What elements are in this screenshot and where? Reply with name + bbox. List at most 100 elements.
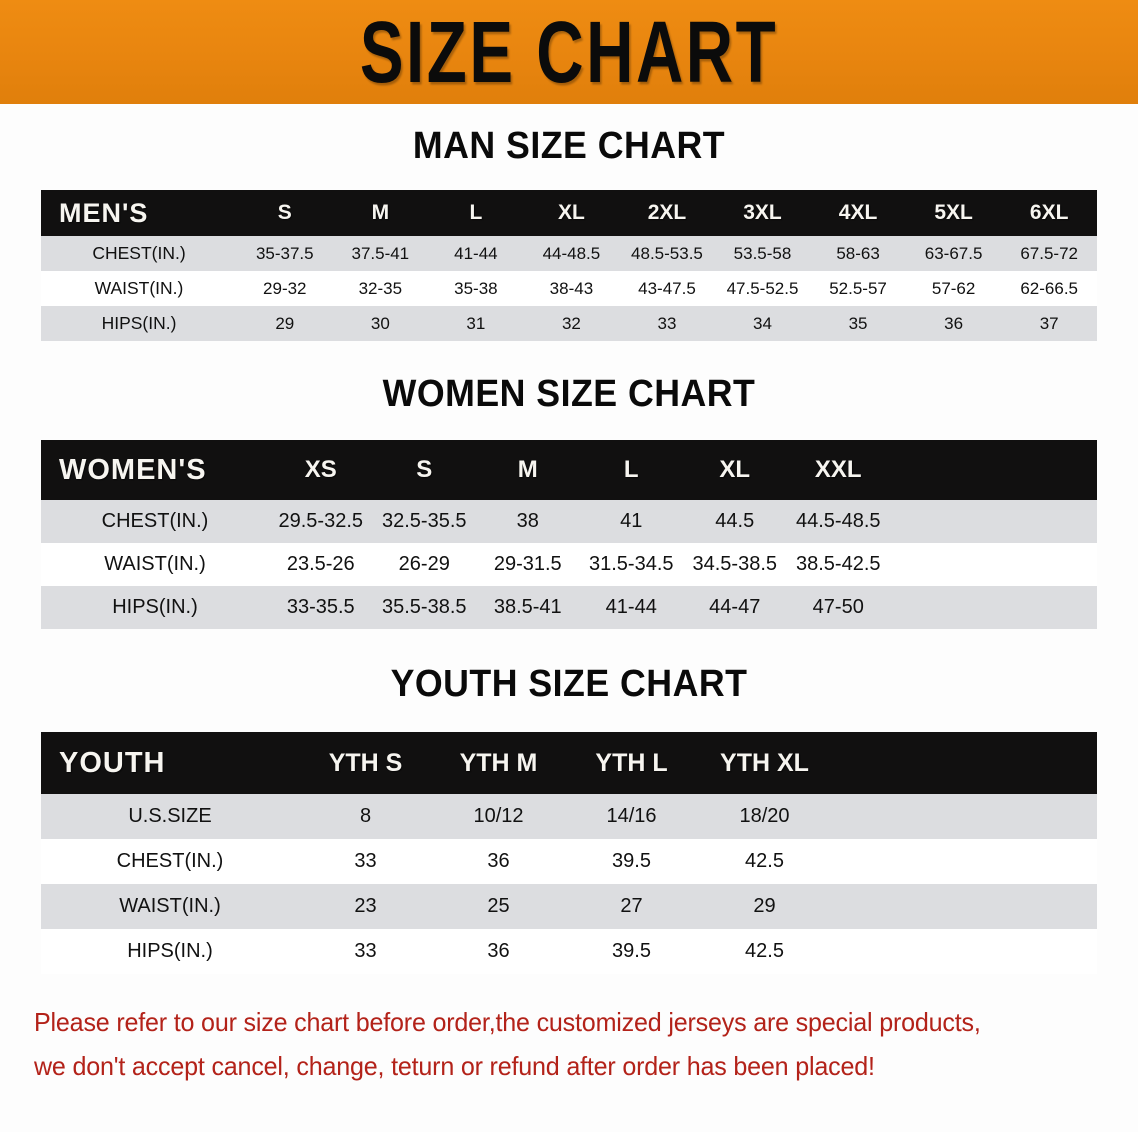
empty-cell [994,500,1098,543]
measurement-cell: 32-35 [358,278,403,298]
row-label: WAIST(IN.) [104,553,206,575]
measurement-cell: 57-62 [931,278,976,298]
table-row: HIPS(IN.) 33 36 39.5 42.5 [41,929,1097,974]
measurement-cell: 29.5-32.5 [278,510,363,532]
measurement-cell: 31.5-34.5 [588,553,674,575]
row-label: CHEST(IN.) [116,850,224,872]
women-table-wrapper: WOMEN'S XS S M L XL XXL CHEST(IN.) 29.5-32.5 32.… [41,440,1097,629]
column-header-xxl: XXL [814,456,862,483]
column-header-6xl: 6XL [1029,201,1069,224]
table-row: WAIST(IN.) 29-32 32-35 35-38 38-43 43-47.5 47.… [41,271,1097,306]
empty-cell [964,839,1097,884]
row-label: U.S.SIZE [128,805,212,827]
women-section-title: WOMEN SIZE CHART [382,373,756,415]
measurement-cell: 29-32 [263,278,307,298]
measurement-cell: 35.5-38.5 [381,596,467,618]
page-banner: SIZE CHART [0,0,1138,104]
measurement-cell: 67.5-72 [1020,243,1079,263]
table-row: U.S.SIZE 8 10/12 14/16 18/20 [41,794,1097,839]
empty-cell [964,884,1097,929]
table-corner-label: YOUTH [59,746,166,779]
table-row: HIPS(IN.) 29 30 31 32 33 34 35 36 37 [41,306,1097,341]
column-header-yth-s: YTH S [328,748,403,777]
column-header-l: L [623,456,639,483]
measurement-cell: 35 [848,313,868,333]
table-corner-label: WOMEN'S [59,453,207,486]
column-header-yth-l: YTH L [595,748,668,777]
measurement-cell: 18/20 [739,805,790,827]
column-header-xl: XL [557,201,585,224]
row-label: HIPS(IN.) [127,940,213,962]
row-label: HIPS(IN.) [112,596,198,618]
measurement-cell: 47.5-52.5 [726,278,799,298]
measurement-cell: 38.5-41 [493,596,562,618]
measurement-cell: 41-44 [454,243,498,263]
women-size-table: WOMEN'S XS S M L XL XXL CHEST(IN.) 29.5-32.5 32.… [41,440,1097,629]
order-policy-note: Please refer to our size chart before or… [34,1000,1067,1088]
measurement-cell: 63-67.5 [924,243,983,263]
measurement-cell: 62-66.5 [1020,278,1079,298]
measurement-cell: 26-29 [398,553,450,575]
row-label: WAIST(IN.) [94,278,184,298]
column-header-xs: XS [304,456,337,483]
column-header-s: S [277,201,292,224]
measurement-cell: 32.5-35.5 [381,510,467,532]
row-label: WAIST(IN.) [119,895,221,917]
measurement-cell: 33 [657,313,677,333]
youth-table-head: YOUTH YTH S YTH M YTH L YTH XL [41,732,1097,794]
youth-table-wrapper: YOUTH YTH S YTH M YTH L YTH XL U.S.SIZE 8 10/1… [41,732,1097,974]
column-header-2xl: 2XL [647,201,687,224]
empty-cell [831,794,964,839]
table-row: HIPS(IN.) 33-35.5 35.5-38.5 38.5-41 41-44 44-… [41,586,1097,629]
man-table-head: MEN'S S M L XL 2XL 3XL 4XL 5XL 6XL [41,190,1097,236]
measurement-cell: 39.5 [612,850,651,872]
column-header-yth-m: YTH M [459,748,538,777]
empty-cell [890,586,994,629]
measurement-cell: 33 [354,940,377,962]
column-header-5xl: 5XL [934,201,973,224]
measurement-cell: 52.5-57 [829,278,887,298]
measurement-cell: 34 [753,313,772,333]
women-table-head: WOMEN'S XS S M L XL XXL [41,440,1097,500]
row-label: CHEST(IN.) [92,243,186,263]
column-header-3xl: 3XL [743,201,782,224]
measurement-cell: 43-47.5 [638,278,696,298]
measurement-cell: 42.5 [745,940,784,962]
empty-cell [964,929,1097,974]
women-header-row: WOMEN'S XS S M L XL XXL [41,440,1097,500]
measurement-cell: 36 [487,850,510,872]
measurement-cell: 10/12 [473,805,524,827]
measurement-cell: 29 [753,895,776,917]
table-corner-label: MEN'S [59,197,149,228]
measurement-cell: 37.5-41 [351,243,410,263]
measurement-cell: 8 [359,805,372,827]
measurement-cell: 42.5 [745,850,784,872]
column-header-spacer [831,732,964,794]
measurement-cell: 44.5-48.5 [795,510,881,532]
measurement-cell: 53.5-58 [733,243,792,263]
row-label: HIPS(IN.) [101,313,177,333]
women-table-body: CHEST(IN.) 29.5-32.5 32.5-35.5 38 41 44.5 44.5… [41,500,1097,629]
measurement-cell: 38.5-42.5 [795,553,881,575]
measurement-cell: 14/16 [606,805,657,827]
man-size-table: MEN'S S M L XL 2XL 3XL 4XL 5XL 6XL CHEST(IN.) 35-3… [41,190,1097,341]
empty-cell [890,500,994,543]
table-row: CHEST(IN.) 33 36 39.5 42.5 [41,839,1097,884]
table-row: CHEST(IN.) 29.5-32.5 32.5-35.5 38 41 44.5 44.5… [41,500,1097,543]
measurement-cell: 38-43 [549,278,594,298]
measurement-cell: 25 [487,895,510,917]
measurement-cell: 23.5-26 [286,553,355,575]
column-header-l: L [469,201,483,224]
row-label: CHEST(IN.) [101,510,209,532]
youth-table-body: U.S.SIZE 8 10/12 14/16 18/20 CHEST(IN.) 33 36 39… [41,794,1097,974]
column-header-xl: XL [719,456,751,483]
measurement-cell: 29-31.5 [493,553,562,575]
column-header-m: M [371,201,390,224]
measurement-cell: 44-47 [709,596,761,618]
measurement-cell: 58-63 [836,243,880,263]
column-header-m: M [517,456,538,483]
man-section-title: MAN SIZE CHART [412,125,726,167]
man-table-wrapper: MEN'S S M L XL 2XL 3XL 4XL 5XL 6XL CHEST(IN.) 35-3… [41,190,1097,341]
column-header-spacer [964,732,1097,794]
